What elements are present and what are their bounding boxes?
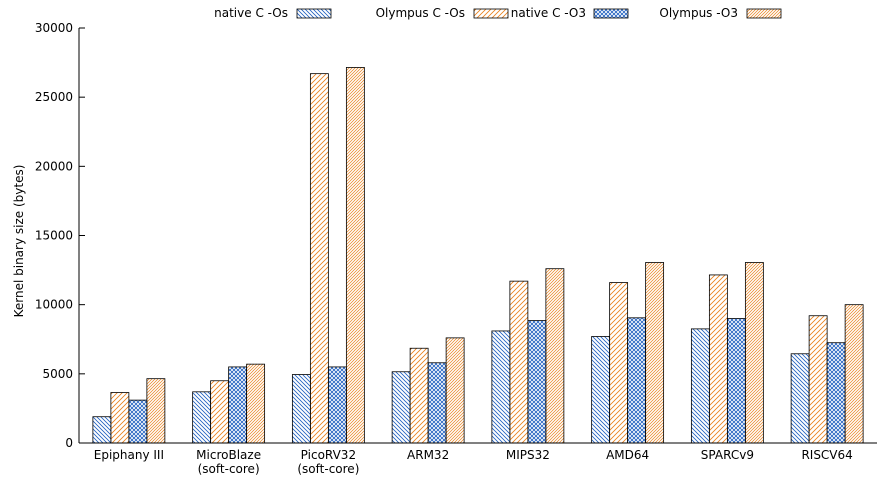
bar-1-series-4 xyxy=(146,378,166,444)
bar-5-series-1 xyxy=(491,330,511,444)
bar-5-series-3 xyxy=(527,320,547,444)
bar-6-series-1 xyxy=(591,336,611,444)
legend-label-1: native C -Os xyxy=(214,6,288,20)
bar-4-series-3 xyxy=(427,362,447,444)
bar-5-series-4 xyxy=(545,268,565,444)
bar-4-series-1 xyxy=(391,371,411,444)
bar-4-series-2 xyxy=(409,347,429,444)
bar-3-series-3 xyxy=(327,366,347,444)
bar-1-series-2 xyxy=(110,392,130,444)
legend-swatch-4 xyxy=(746,8,782,19)
legend-swatch-1 xyxy=(296,8,332,19)
legend: native C -Os Olympus C -Os native C -O3 Oly… xyxy=(214,6,782,20)
x-tick-label: ARM32 xyxy=(407,448,449,462)
x-tick-label: Epiphany III xyxy=(94,448,164,462)
bar-8-series-3 xyxy=(826,342,846,444)
x-tick-label: AMD64 xyxy=(606,448,649,462)
legend-label-2: Olympus C -Os xyxy=(376,6,465,20)
axes-group: Epiphany III MicroBlaze (soft-core) PicoRV3… xyxy=(35,21,877,476)
bar-3-series-2 xyxy=(309,73,329,444)
y-tick-label: 5000 xyxy=(42,367,73,381)
y-axis-label: Kernel binary size (bytes) xyxy=(12,165,26,318)
legend-label-3: native C -O3 xyxy=(511,6,586,20)
bar-5-series-2 xyxy=(509,280,529,444)
bar-6-series-4 xyxy=(645,262,665,444)
bar-1-series-1 xyxy=(92,416,112,444)
bar-6-series-2 xyxy=(609,282,629,444)
y-tick-label: 0 xyxy=(65,436,73,450)
bar-8-series-2 xyxy=(808,315,828,444)
bar-8-series-4 xyxy=(844,304,864,444)
bar-7-series-1 xyxy=(690,328,710,444)
x-tick-label: MicroBlaze (soft-core) xyxy=(196,448,261,476)
bar-2-series-2 xyxy=(210,380,230,444)
bar-2-series-4 xyxy=(246,363,266,444)
y-tick-label: 10000 xyxy=(35,298,73,312)
x-tick-label: MIPS32 xyxy=(506,448,550,462)
bar-4-series-4 xyxy=(445,337,465,444)
bar-1-series-3 xyxy=(128,399,148,444)
bar-2-series-1 xyxy=(192,391,212,444)
y-tick-label: 15000 xyxy=(35,229,73,243)
y-tick-label: 20000 xyxy=(35,159,73,173)
bar-6-series-3 xyxy=(627,317,647,444)
y-tick-label: 30000 xyxy=(35,21,73,35)
bar-7-series-2 xyxy=(708,274,728,444)
bar-3-series-1 xyxy=(291,374,311,444)
x-tick-label: RISCV64 xyxy=(801,448,852,462)
bar-7-series-3 xyxy=(726,318,746,444)
y-tick-label: 25000 xyxy=(35,90,73,104)
legend-swatch-2 xyxy=(473,8,509,19)
bar-7-series-4 xyxy=(744,262,764,444)
x-tick-label: PicoRV32 (soft-core) xyxy=(297,448,359,476)
bars-group xyxy=(92,67,864,444)
legend-label-4: Olympus -O3 xyxy=(659,6,738,20)
bar-3-series-4 xyxy=(345,67,365,444)
x-tick-label: SPARCv9 xyxy=(701,448,754,462)
legend-swatch-3 xyxy=(593,8,629,19)
bar-2-series-3 xyxy=(228,366,248,444)
bar-8-series-1 xyxy=(790,353,810,444)
